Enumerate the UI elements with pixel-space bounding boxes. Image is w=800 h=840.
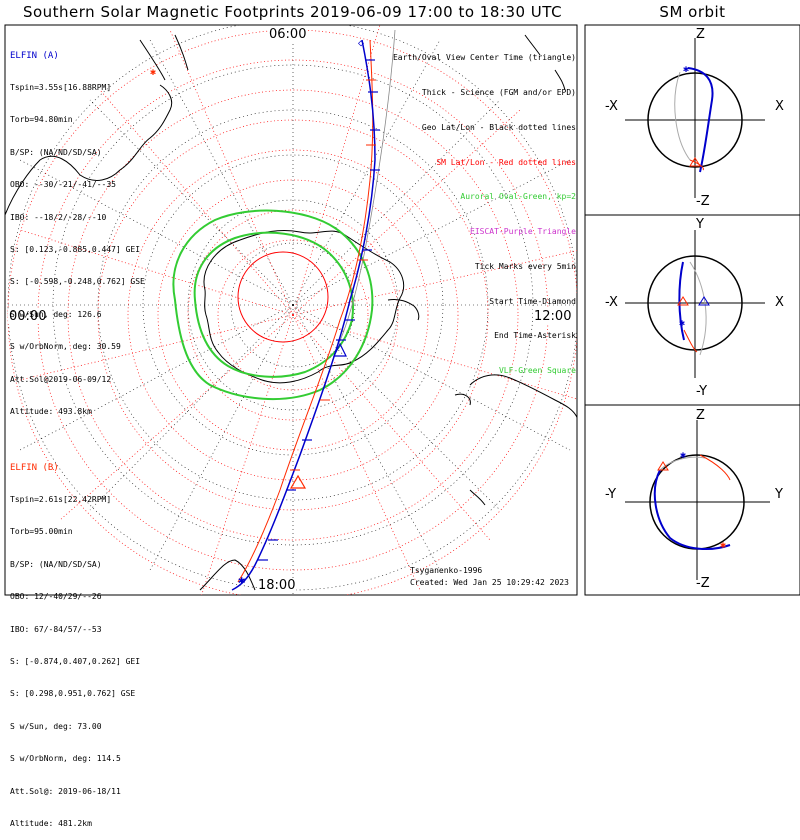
orbit-3-top-label: Z [696, 408, 705, 423]
elfin-a-line: Torb=94.80min [10, 115, 73, 125]
elfin-a-line: IBO: --18/2/-28/--10 [10, 212, 107, 222]
antarctic-peninsula [387, 299, 420, 321]
elfin-a-line: S w/Sun, deg: 126.6 [10, 309, 102, 319]
elfin-b-line: B/SP: (NA/ND/SD/SA) [10, 559, 102, 569]
elfin-b-tick-marks [290, 79, 376, 471]
elfin-a-start-diamond: ◇ [358, 38, 364, 49]
main-graphics: ◇ ✱ ✱ ✱ ✱ ✱ ✱ [4, 24, 800, 596]
elfin-b-line: IBO: 67/-84/57/--53 [10, 624, 102, 634]
elfin-b-line: S: [-0.874,0.407,0.262] GEI [10, 656, 141, 666]
orbit-1-right-label: X [775, 99, 784, 114]
elfin-a-line: S w/OrbNorm, deg: 30.59 [10, 342, 121, 352]
elfin-b-line: OBO: 12/-40/29/--26 [10, 592, 102, 602]
orbit-3-left-label: -Y [605, 487, 617, 502]
elfin-a-info: ELFIN (A) Tspin=3.55s[16.88RPM] Torb=94.… [10, 29, 145, 428]
elfin-a-view-triangle [333, 342, 347, 357]
new-zealand-coastline [139, 34, 189, 81]
south-america-coastline [454, 374, 577, 419]
legend-item: End Time-Asterisk [494, 331, 576, 341]
map-frame [4, 24, 578, 596]
legend-item: Thick - Science (FGM and/or EPD) [421, 87, 576, 97]
elfin-b-line: Att.Sol@: 2019-06-18/11 [10, 786, 121, 796]
created-timestamp: Created: Wed Jan 25 10:29:42 2023 [410, 578, 569, 587]
sm-grid [7, 25, 577, 595]
geo-grid [5, 25, 577, 595]
orbit-panel-1: ✱ [625, 38, 765, 198]
orbit-3-right-label: Y [775, 487, 783, 502]
elfin-b-line: Altitude: 481.2km [10, 818, 92, 828]
map-label-right: 12:00 [533, 309, 573, 324]
elfin-a-tick-marks [258, 59, 380, 561]
elfin-a-line: Altitude: 493.8km [10, 406, 92, 416]
elfin-b-view-triangle [289, 474, 307, 489]
sm-pole-circle [237, 251, 329, 343]
legend-item: Earth/Oval View Center Time (triangle) [392, 53, 576, 63]
orbit-panel-3-frame [584, 404, 800, 596]
elfin-b-line: Tspin=2.61s[22.42RPM] [10, 494, 112, 504]
legend-item: SM Lat/Lon - Red dotted lines [436, 157, 576, 167]
orbit-1-bottom-label: -Z [696, 194, 710, 209]
africa-coastline [199, 559, 256, 591]
orbit-2-bottom-label: -Y [696, 384, 708, 399]
elfin-a-line: S: [-0.598,-0.248,0.762] GSE [10, 277, 145, 287]
orbit-panel-2-frame [584, 214, 800, 406]
orbit-panel-3: ✱ ✱ [625, 420, 770, 580]
grey-reference-track [337, 29, 396, 346]
orbit-2-top-label: Y [696, 217, 704, 232]
orbit-1-left-label: -X [605, 99, 618, 114]
model-name: Tsyganenko-1996 [410, 566, 483, 575]
southern-islands [469, 34, 566, 506]
legend-item: Geo Lat/Lon - Black dotted lines [421, 122, 576, 132]
map-label-top: 06:00 [268, 27, 308, 42]
legend-item: EISCAT-Purple Triangle [470, 227, 576, 237]
elfin-a-line: Tspin=3.55s[16.88RPM] [10, 82, 112, 92]
svg-text:✱: ✱ [683, 64, 689, 75]
map-label-left: 00:00 [8, 309, 48, 324]
elfin-b-footprint-track [237, 39, 374, 583]
orbit-2-right-label: X [775, 295, 784, 310]
elfin-b-name: ELFIN (B) [10, 462, 59, 473]
elfin-b-line: S w/Sun, deg: 73.00 [10, 721, 102, 731]
legend-item: Start Time-Diamond [489, 296, 576, 306]
auroral-oval-outer [172, 209, 374, 400]
orbit-panel-2: ✱ [625, 230, 765, 378]
svg-text:✱: ✱ [680, 450, 686, 461]
elfin-a-line: OBO: --30/-21/-41/--35 [10, 180, 116, 190]
orbit-1-top-label: Z [696, 27, 705, 42]
elfin-b-line: Torb=95.00min [10, 527, 73, 537]
page-title: Southern Solar Magnetic Footprints 2019-… [22, 3, 563, 21]
legend-item: Tick Marks every 5min [474, 261, 576, 271]
antarctica-coastline [203, 229, 405, 384]
orbit-3-bottom-label: -Z [696, 576, 710, 591]
orbit-2-left-label: -X [605, 295, 618, 310]
elfin-b-line: S w/OrbNorm, deg: 114.5 [10, 754, 121, 764]
elfin-a-line: S: [0.123,-0.885,0.447] GEI [10, 244, 141, 254]
elfin-a-line: Att.Sol@2019-06-09/12 [10, 374, 112, 384]
elfin-a-line: B/SP: (NA/ND/SD/SA) [10, 147, 102, 157]
elfin-b-end-asterisk: ✱ [150, 67, 156, 78]
elfin-a-name: ELFIN (A) [10, 50, 59, 61]
legend: Earth/Oval View Center Time (triangle) T… [393, 29, 576, 388]
legend-item: Auroral Oval-Green, kp=2 [460, 192, 576, 202]
svg-text:✱: ✱ [679, 318, 685, 329]
sm-orbit-title: SM orbit [659, 3, 726, 21]
legend-item: VLF-Green Square [498, 366, 576, 376]
map-label-bottom: 18:00 [257, 578, 297, 593]
elfin-b-info: ELFIN (B) Tspin=2.61s[22.42RPM] Torb=95.… [10, 441, 140, 840]
elfin-a-end-asterisk: ✱ [238, 573, 245, 587]
elfin-a-footprint-track [231, 39, 376, 591]
elfin-b-line: S: [0.298,0.951,0.762] GSE [10, 689, 136, 699]
svg-text:✱: ✱ [720, 540, 726, 551]
australia-coastline [5, 84, 173, 216]
